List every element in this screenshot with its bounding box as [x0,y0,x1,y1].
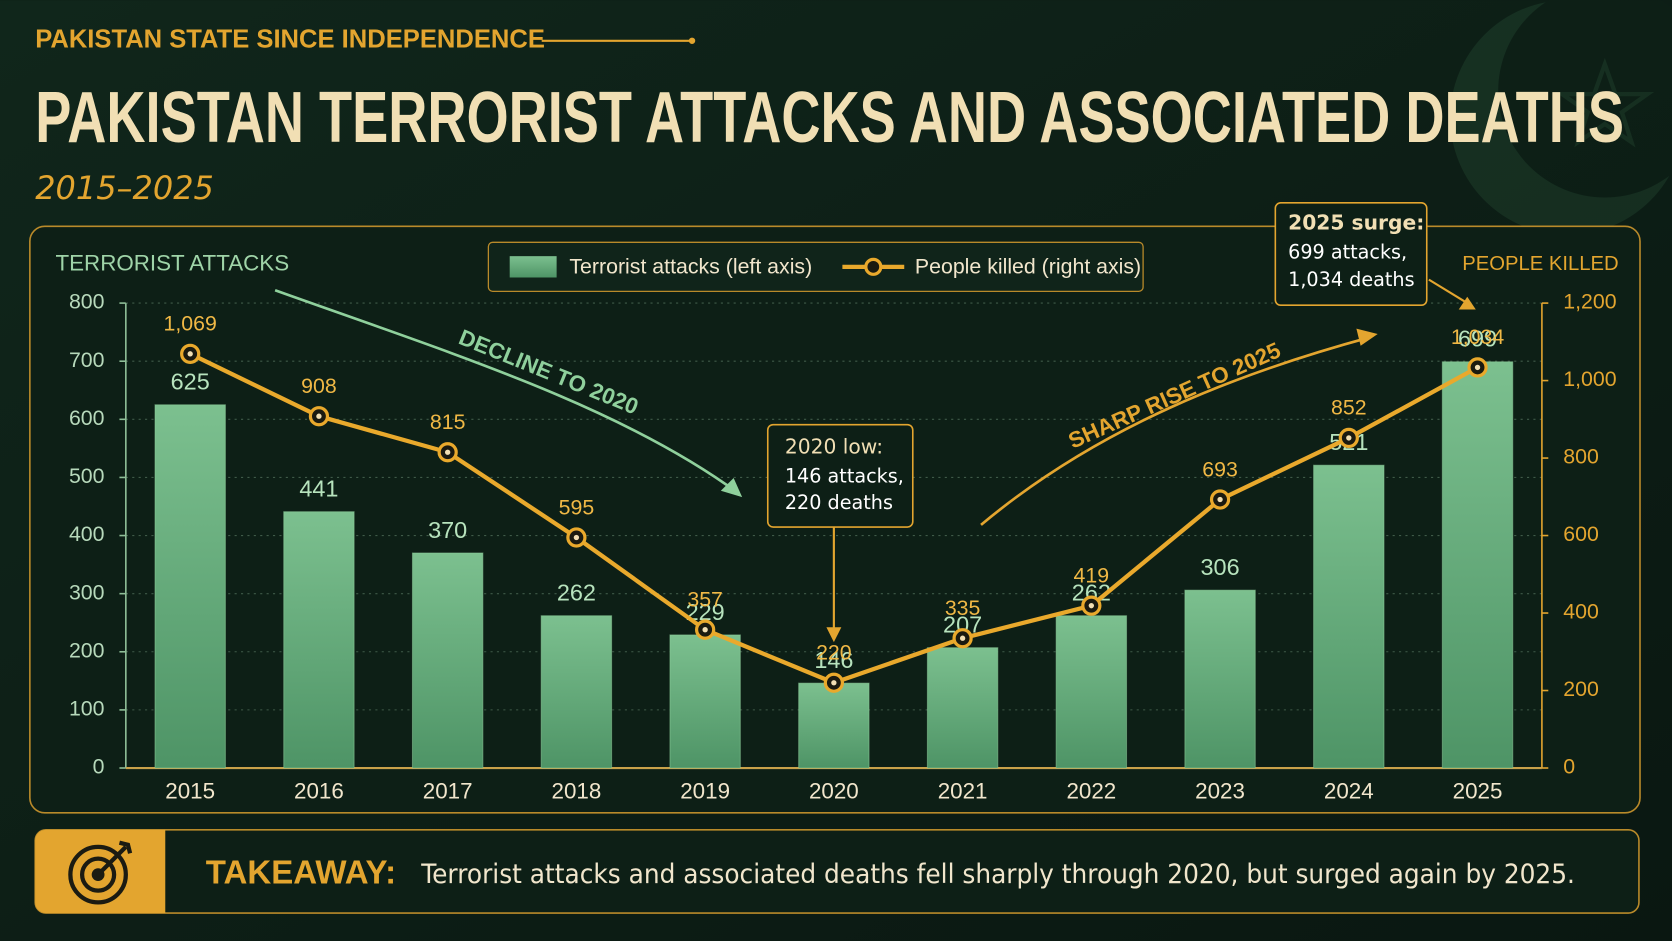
line-value-label: 815 [430,410,466,434]
y-tick-label: 700 [69,348,105,372]
y-tick-label: 400 [69,522,105,546]
line-marker-dot [702,627,708,633]
x-tick-label: 2020 [809,778,859,803]
y-tick-label: 200 [69,638,105,662]
line-marker-dot [316,413,322,419]
y-tick-label: 100 [69,697,105,721]
y2-tick-label: 600 [1563,522,1599,546]
decline-arrow [274,289,739,494]
line-marker-dot [1346,435,1352,441]
line-marker-dot [831,680,837,686]
bar [926,647,999,769]
line-value-label: 693 [1202,457,1238,481]
line-marker-dot [959,635,966,641]
bar [154,404,226,769]
line-value-label: 908 [301,374,337,398]
bar-value-label: 262 [557,580,596,606]
y2-tick-label: 1,000 [1563,367,1616,391]
takeaway-label: TAKEAWAY: [206,854,396,891]
low-title: 2020 low: [785,435,883,459]
line-value-label: 1,034 [1451,325,1504,349]
bar [1441,361,1514,769]
x-tick-label: 2019 [680,778,730,803]
line-value-label: 335 [945,596,981,620]
y2-tick-label: 1,200 [1563,290,1616,314]
bar [411,552,484,769]
line-marker-dot [187,351,193,357]
bar-value-label: 146 [814,647,853,673]
bar-value-label: 441 [299,476,338,502]
line-marker-dot [1217,496,1223,503]
subtitle: 2015–2025 [35,169,214,207]
bar-value-label: 370 [428,517,467,543]
line-value-label: 220 [816,641,852,665]
bar-value-label: 699 [1458,326,1497,352]
line-marker-dot [444,449,451,455]
line-marker-dot [1088,603,1095,609]
bar [283,511,355,769]
bar [540,615,613,769]
surge-pointer [1428,278,1468,304]
legend [487,241,1144,292]
surge-callout [1274,202,1428,307]
low-callout [766,423,914,528]
line-value-label: 357 [687,588,723,612]
x-tick-label: 2023 [1195,778,1245,803]
surge-title: 2025 surge: [1288,211,1424,235]
legend-label: People killed (right axis) [915,255,1141,279]
x-tick-label: 2016 [294,778,344,803]
y-tick-label: 800 [69,290,105,314]
x-tick-label: 2024 [1324,778,1374,803]
plot: 0 100 200 300 400 500 600 700 800 0 200 400 600 800 1,… [69,290,1617,804]
line-value-label: 1,069 [164,312,217,336]
bar-value-label: 625 [171,369,210,395]
x-tick-label: 2022 [1066,778,1116,803]
y2-tick-label: 0 [1563,755,1575,779]
y-axis-label: TERRORIST ATTACKS [55,251,289,276]
y-tick-label: 0 [93,755,105,779]
low-pointer-head [826,627,842,643]
line-marker-dot [573,534,580,541]
line-marker-dot [1474,364,1481,371]
bar [669,634,741,769]
legend-swatch-marker [864,257,883,276]
x-tick-label: 2017 [423,778,473,803]
crescent-decoration [1450,0,1672,235]
kicker-dot [688,37,696,44]
kicker: PAKISTAN STATE SINCE INDEPENDENCE [35,26,545,54]
x-tick-label: 2025 [1453,778,1503,803]
legend-label: Terrorist attacks (left axis) [569,255,812,279]
low-line: 146 attacks, [785,464,904,487]
bar [1184,589,1256,769]
line-value-label: 419 [1074,564,1110,588]
y2-tick-label: 200 [1563,677,1599,701]
line-value-label: 852 [1331,396,1367,420]
y-tick-label: 300 [69,580,105,604]
takeaway-text: Terrorist attacks and associated deaths … [420,859,1575,890]
y2-tick-label: 400 [1563,600,1599,624]
line-value-label: 595 [559,495,595,519]
surge-line: 699 attacks, [1288,240,1407,263]
rise-arrowhead [1356,328,1378,346]
surge-line: 1,034 deaths [1288,268,1414,291]
x-tick-label: 2015 [165,778,215,803]
y-tick-label: 600 [69,406,105,430]
y-tick-label: 500 [69,464,105,488]
bar [1313,464,1385,769]
bar-value-label: 306 [1201,554,1240,580]
bar [1055,615,1128,769]
legend-swatch [509,256,557,278]
target-icon [68,840,133,905]
title: PAKISTAN TERRORIST ATTACKS AND ASSOCIATE… [35,77,1624,158]
x-tick-label: 2018 [552,778,602,803]
y2-axis-label: PEOPLE KILLED [1462,253,1618,275]
x-tick-label: 2021 [938,778,988,803]
low-line: 220 deaths [785,491,893,514]
bar [798,682,870,769]
surge-pointer-head [1458,296,1476,310]
rise-arrow [980,335,1371,526]
y2-tick-label: 800 [1563,445,1599,469]
